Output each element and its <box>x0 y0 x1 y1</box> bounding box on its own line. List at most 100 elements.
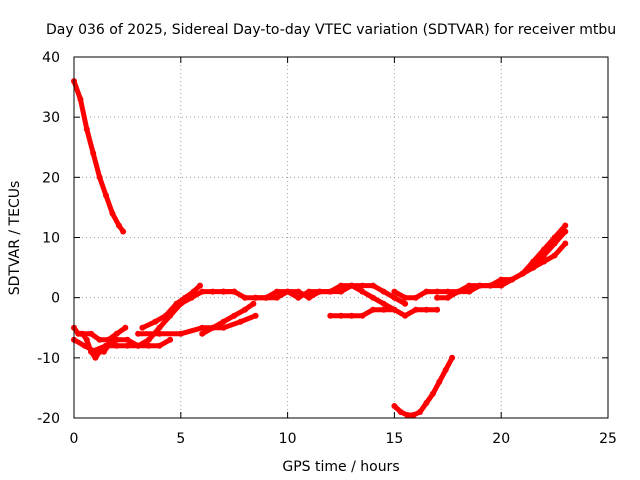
data-point <box>231 288 238 295</box>
data-point <box>423 306 430 313</box>
data-point <box>444 288 451 295</box>
data-point <box>551 252 558 259</box>
data-point <box>122 324 129 331</box>
data-point <box>436 378 443 385</box>
data-point <box>442 366 449 373</box>
data-point <box>152 318 159 325</box>
data-point <box>530 258 537 265</box>
grid <box>74 57 608 418</box>
data-point <box>404 412 411 418</box>
data-point <box>220 318 227 325</box>
data-point <box>370 282 376 289</box>
data-point <box>77 96 84 103</box>
data-point <box>220 324 227 331</box>
data-point <box>434 294 441 301</box>
data-point <box>209 288 216 295</box>
data-point <box>391 306 398 313</box>
y-tick-label: 30 <box>42 110 60 126</box>
data-point <box>115 222 122 229</box>
data-point <box>410 412 417 418</box>
data-point <box>508 276 515 283</box>
data-point <box>83 126 90 133</box>
data-point <box>182 294 189 301</box>
data-point <box>380 300 387 307</box>
data-point <box>359 312 366 319</box>
data-point <box>124 342 131 349</box>
y-tick-label: -10 <box>37 351 60 367</box>
data-point <box>391 403 398 409</box>
data-point <box>402 294 409 301</box>
data-point <box>250 300 257 307</box>
data-point <box>103 192 109 199</box>
data-point <box>252 312 259 319</box>
data-point <box>359 288 366 295</box>
data-point <box>327 312 334 319</box>
data-point <box>338 282 344 289</box>
data-point <box>466 288 473 295</box>
data-point <box>359 282 366 289</box>
data-point <box>273 288 280 295</box>
data-point <box>156 330 163 337</box>
data-point <box>190 288 197 295</box>
x-tick-label: 0 <box>70 431 79 447</box>
x-axis-label: GPS time / hours <box>282 459 399 475</box>
data-point <box>145 342 152 349</box>
data-point <box>241 306 248 313</box>
data-point <box>434 288 441 295</box>
data-point <box>199 330 206 337</box>
data-point <box>124 336 131 343</box>
data-point <box>199 324 206 331</box>
data-point <box>380 306 387 313</box>
data-point <box>177 330 184 337</box>
y-tick-label: 40 <box>42 50 60 66</box>
x-tick-label: 5 <box>176 431 185 447</box>
data-point <box>92 354 99 361</box>
data-point <box>466 282 473 289</box>
data-point <box>252 294 259 301</box>
data-point <box>348 312 355 319</box>
data-point <box>96 174 103 181</box>
data-point <box>156 324 163 331</box>
data-point <box>429 390 436 397</box>
data-point <box>455 288 462 295</box>
data-point <box>120 228 127 235</box>
data-point <box>417 409 423 415</box>
data-point <box>139 324 146 331</box>
data-point <box>498 276 505 283</box>
data-point <box>402 300 409 307</box>
data-point <box>370 294 376 301</box>
series-line-arc-15 <box>391 355 455 418</box>
data-point <box>391 294 398 301</box>
data-point <box>241 294 248 301</box>
x-tick-label: 15 <box>385 431 403 447</box>
data-point <box>109 210 116 217</box>
data-point <box>316 288 323 295</box>
data-point <box>338 312 344 319</box>
data-point <box>306 294 312 301</box>
data-point <box>135 342 142 349</box>
data-point <box>77 330 84 337</box>
data-point <box>397 409 404 415</box>
data-point <box>105 336 112 343</box>
data-point <box>199 288 206 295</box>
data-point <box>231 312 238 319</box>
data-point <box>412 306 419 313</box>
data-point <box>498 282 505 289</box>
data-point <box>306 288 312 295</box>
data-point <box>551 234 558 241</box>
data-point <box>209 324 216 331</box>
data-point <box>380 288 387 295</box>
data-point <box>88 348 95 355</box>
data-point <box>284 288 291 295</box>
axis-ticks: 0 5 10 15 20 25 -20 -10 0 10 20 30 40 <box>37 50 617 447</box>
data-point <box>167 336 174 343</box>
y-tick-label: 10 <box>42 231 60 247</box>
y-tick-label: 0 <box>51 291 60 307</box>
data-point <box>113 342 120 349</box>
data-point <box>103 342 109 349</box>
data-point <box>449 354 456 361</box>
y-axis-label: SDTVAR / TECUs <box>7 181 23 296</box>
data-point <box>88 330 95 337</box>
